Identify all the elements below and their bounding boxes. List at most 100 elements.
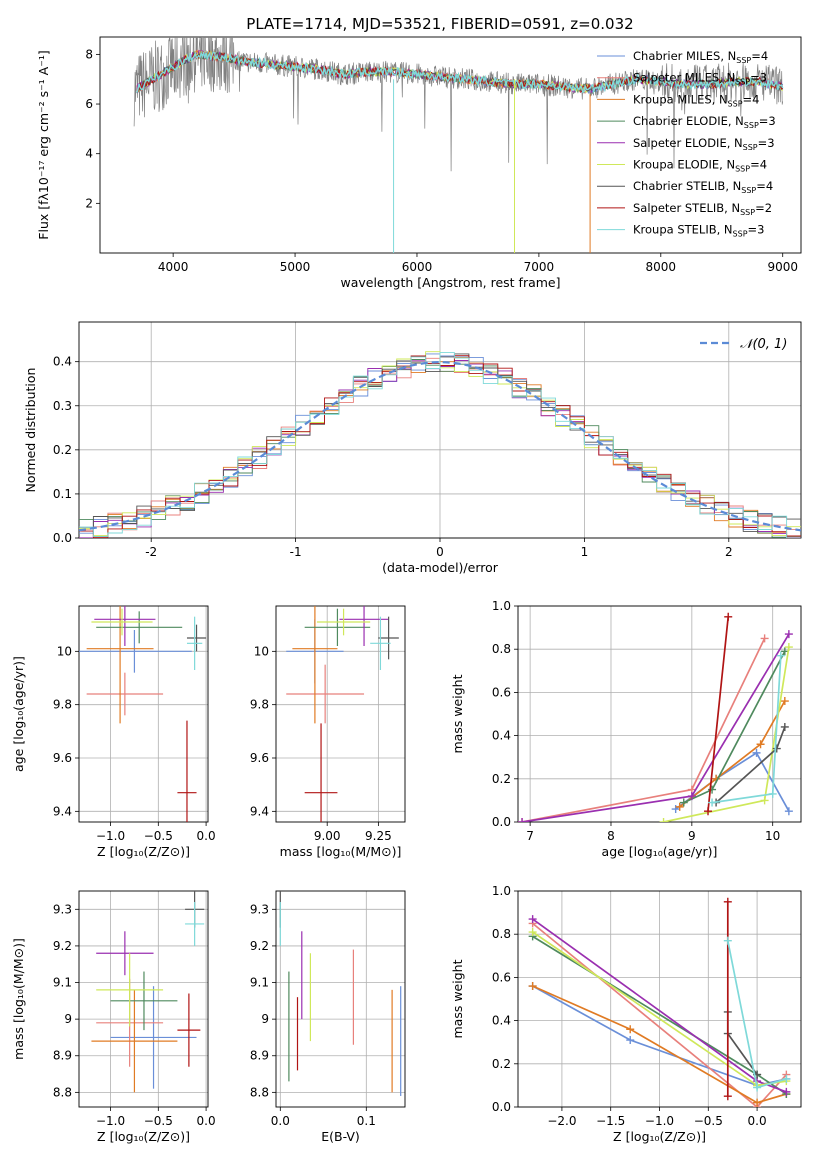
weight-marker <box>784 630 793 639</box>
y-tick-label: 8.9 <box>250 1049 269 1063</box>
y-axis-label: mass weight <box>450 959 465 1038</box>
x-tick-label: −1.0 <box>96 1114 125 1128</box>
legend-label: Chabrier MILES, NSSP=4 <box>633 49 768 65</box>
y-tick-label: 0.2 <box>53 443 72 457</box>
x-tick-label: 9000 <box>767 260 798 274</box>
legend-label: Salpeter MILES, NSSP=3 <box>633 71 767 87</box>
weight-marker <box>753 1098 762 1107</box>
axes-frame <box>275 605 406 823</box>
y-tick-label: 9.3 <box>250 902 269 916</box>
y-tick-label: 0.0 <box>492 815 511 829</box>
y-tick-label: 9.1 <box>53 976 72 990</box>
y-tick-label: 8.8 <box>250 1085 269 1099</box>
legend-sub: SSP <box>733 230 748 239</box>
weight-marker <box>723 936 732 945</box>
y-tick-label: 8.8 <box>53 1085 72 1099</box>
y-tick-label: 9 <box>64 1012 72 1026</box>
y-tick-label: 0.8 <box>492 642 511 656</box>
weight_vs_Z-panel: −2.0 −1.5 −1.0 −0.5 0.0 0.0 0.2 0.4 0.6 0.8 1.0 Z [… <box>450 884 802 1144</box>
x-tick-label: 0.0 <box>197 829 216 843</box>
y-tick-label: 9.1 <box>250 976 269 990</box>
x-tick-label: −0.5 <box>144 1114 173 1128</box>
residuals-panel: -2 -1 0 1 2 0.0 0.1 0.2 0.3 0.4 (data-model)/error… <box>23 321 802 575</box>
weight-marker <box>753 1083 762 1092</box>
legend-nssp: =3 <box>759 114 776 128</box>
weight-line <box>532 922 788 1107</box>
axes-frame <box>517 890 802 1108</box>
x-tick-label: -1 <box>290 545 302 559</box>
x-axis-label: Z [log₁₀(Z/Z⊙)] <box>613 1129 706 1144</box>
y-tick-label: 4 <box>85 147 93 161</box>
legend-nssp: =4 <box>743 92 760 106</box>
y-axis-label: Normed distribution <box>23 368 38 493</box>
y-axis-label: age [log₁₀(age/yr)] <box>11 656 26 772</box>
y-tick-label: 9.8 <box>250 698 269 712</box>
axes-frame <box>99 36 802 254</box>
weight-marker <box>723 1092 732 1101</box>
legend-label: Chabrier STELIB, NSSP=4 <box>633 179 773 195</box>
x-tick-label: −0.5 <box>694 1114 723 1128</box>
weight-line <box>532 985 787 1104</box>
y-tick-label: 0.2 <box>492 772 511 786</box>
x-tick-label: 1 <box>581 545 589 559</box>
y-axis-label: Flux [fλ10⁻¹⁷ erg cm⁻² s⁻¹ A⁻¹] <box>36 50 51 239</box>
y-tick-label: 1.0 <box>492 599 511 613</box>
spectrum-legend: Chabrier MILES, NSSP=4 Salpeter MILES, NS… <box>597 49 776 239</box>
age_vs_Z-panel: −1.0 −0.5 0.0 9.4 9.6 9.8 10 Z [log₁₀(Z/Z⊙)] age… <box>11 605 216 859</box>
weight-marker <box>528 982 537 991</box>
x-tick-label: 2 <box>725 545 733 559</box>
x-tick-label: 10 <box>765 829 780 843</box>
x-tick-label: 0.0 <box>748 1114 767 1128</box>
y-tick-label: 9.2 <box>53 939 72 953</box>
weight-line <box>707 616 730 812</box>
y-axis-label: mass [log₁₀(M/M⊙)] <box>11 938 26 1060</box>
weight-marker <box>776 651 785 660</box>
legend-sub: SSP <box>741 186 756 195</box>
weight-marker <box>626 1025 635 1034</box>
y-tick-label: 10 <box>254 644 269 658</box>
x-tick-label: 9.25 <box>365 829 392 843</box>
axes-frame <box>517 605 802 823</box>
y-tick-label: 8.9 <box>53 1049 72 1063</box>
weight-marker <box>659 818 668 822</box>
x-axis-label: Z [log₁₀(Z/Z⊙)] <box>97 844 190 859</box>
legend-label: Salpeter ELODIE, NSSP=3 <box>633 136 775 152</box>
x-tick-label: 0.1 <box>357 1114 376 1128</box>
x-tick-label: 9 <box>688 829 696 843</box>
weight-marker <box>782 1087 791 1096</box>
weight-marker <box>724 612 733 621</box>
x-tick-label: 0 <box>436 545 444 559</box>
weight-line <box>532 985 787 1087</box>
x-tick-label: 6000 <box>402 260 433 274</box>
spectrum-model-line <box>135 51 784 95</box>
x-axis-label: age [log₁₀(age/yr)] <box>602 844 718 859</box>
weight-marker <box>708 798 717 807</box>
x-tick-label: 0.0 <box>271 1114 290 1128</box>
weight-marker <box>772 744 781 753</box>
y-tick-label: 9 <box>261 1012 269 1026</box>
x-tick-label: −2.0 <box>547 1114 576 1128</box>
legend-sub: SSP <box>728 99 743 108</box>
legend-label: Chabrier ELODIE, NSSP=3 <box>633 114 776 130</box>
legend-sub: SSP <box>735 165 750 174</box>
y-tick-label: 0.2 <box>492 1057 511 1071</box>
legend-nssp: =3 <box>758 136 775 150</box>
legend-nssp: =2 <box>755 201 772 215</box>
legend-sub: SSP <box>743 143 758 152</box>
weight-marker <box>782 1074 791 1083</box>
legend-nssp: =4 <box>750 158 767 172</box>
x-axis-label: wavelength [Angstrom, rest frame] <box>340 275 560 290</box>
weight-line <box>679 700 786 808</box>
spectrum-panel: 4000 5000 6000 7000 8000 9000 2 4 6 8 wavelength [… <box>36 36 802 290</box>
y-tick-label: 9.6 <box>53 751 72 765</box>
y-tick-label: 0.6 <box>492 685 511 699</box>
weight-marker <box>518 818 527 822</box>
weight-marker <box>780 722 789 731</box>
x-tick-label: −1.0 <box>96 829 125 843</box>
y-tick-label: 9.3 <box>53 902 72 916</box>
gaussian-curve <box>79 360 801 532</box>
legend-nssp: =4 <box>751 49 768 63</box>
weight_vs_age-panel: 7 8 9 10 0.0 0.2 0.4 0.6 0.8 1.0 age [log₁₀(age/yr… <box>450 599 802 859</box>
weight-marker <box>528 915 537 924</box>
